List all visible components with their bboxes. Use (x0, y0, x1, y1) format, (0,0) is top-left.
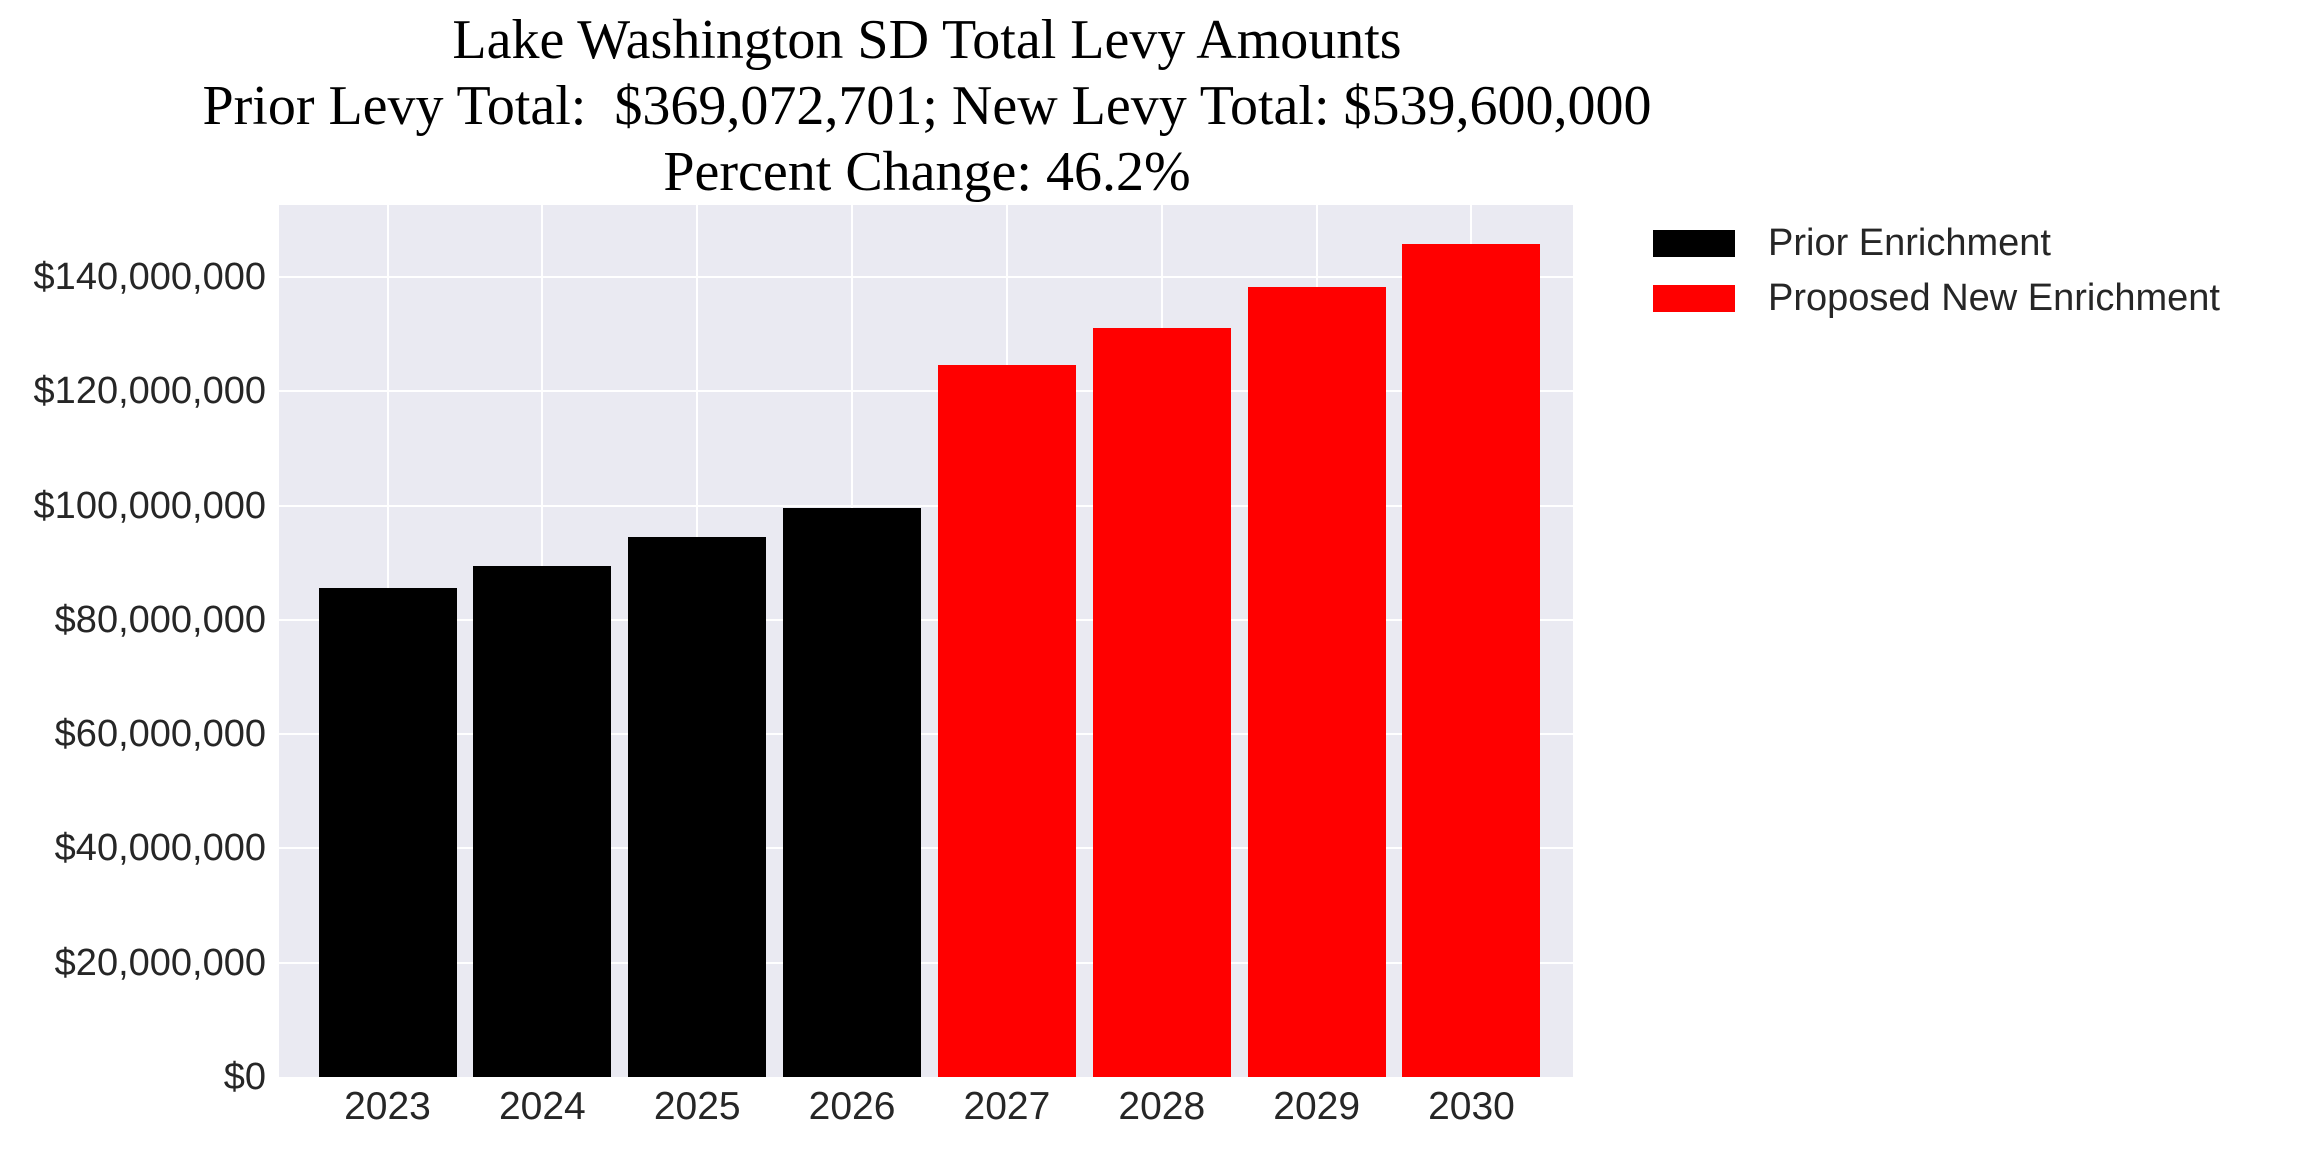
legend-label: Proposed New Enrichment (1768, 277, 2220, 319)
horizontal-gridline (279, 733, 1573, 736)
horizontal-gridline (279, 961, 1573, 964)
x-tick-label-2030: 2030 (1428, 1085, 1515, 1128)
x-tick-label-2027: 2027 (963, 1085, 1051, 1128)
proposed-new-enrichment-swatch (1653, 285, 1735, 312)
horizontal-gridline (279, 390, 1573, 393)
y-tick-label: $120,000,000 (33, 370, 266, 413)
prior-enrichment-swatch (1653, 230, 1735, 257)
y-tick-label: $40,000,000 (54, 827, 266, 870)
bar-2026 (783, 508, 922, 1077)
y-tick-label: $0 (223, 1056, 266, 1098)
bar-2028 (1092, 327, 1231, 1077)
y-tick-label: $20,000,000 (54, 941, 266, 984)
y-tick-label: $80,000,000 (54, 598, 266, 641)
y-tick-label: $100,000,000 (33, 484, 266, 527)
chart-title: Lake Washington SD Total Levy Amounts Pr… (0, 7, 1854, 205)
bar-2027 (937, 365, 1076, 1077)
chart-title-line3: Percent Change: 46.2% (663, 141, 1191, 203)
y-tick-label: $140,000,000 (33, 256, 266, 298)
horizontal-gridline (279, 618, 1573, 621)
chart-title-line2: Prior Levy Total: $369,072,701; New Levy… (202, 75, 1652, 137)
legend-item-proposed-new-enrichment: Proposed New Enrichment (1653, 277, 2220, 320)
horizontal-gridline (279, 504, 1573, 507)
x-tick-label-2023: 2023 (344, 1085, 431, 1128)
bar-2023 (318, 588, 457, 1077)
y-tick-label: $60,000,000 (54, 713, 266, 756)
x-tick-label-2028: 2028 (1118, 1085, 1206, 1128)
chart-title-line1: Lake Washington SD Total Levy Amounts (452, 9, 1402, 71)
x-tick-label-2024: 2024 (498, 1085, 586, 1128)
bar-2030 (1402, 244, 1541, 1077)
plot-area (279, 205, 1573, 1077)
x-tick-label-2025: 2025 (653, 1085, 741, 1128)
horizontal-gridline (279, 847, 1573, 850)
bar-2025 (628, 537, 767, 1077)
bar-2029 (1247, 287, 1386, 1077)
horizontal-gridline (279, 276, 1573, 278)
legend-label: Prior Enrichment (1768, 222, 2051, 264)
legend-item-prior-enrichment: Prior Enrichment (1653, 222, 2051, 265)
bar-2024 (473, 565, 612, 1077)
x-tick-label-2029: 2029 (1273, 1085, 1361, 1128)
x-tick-label-2026: 2026 (808, 1085, 896, 1128)
